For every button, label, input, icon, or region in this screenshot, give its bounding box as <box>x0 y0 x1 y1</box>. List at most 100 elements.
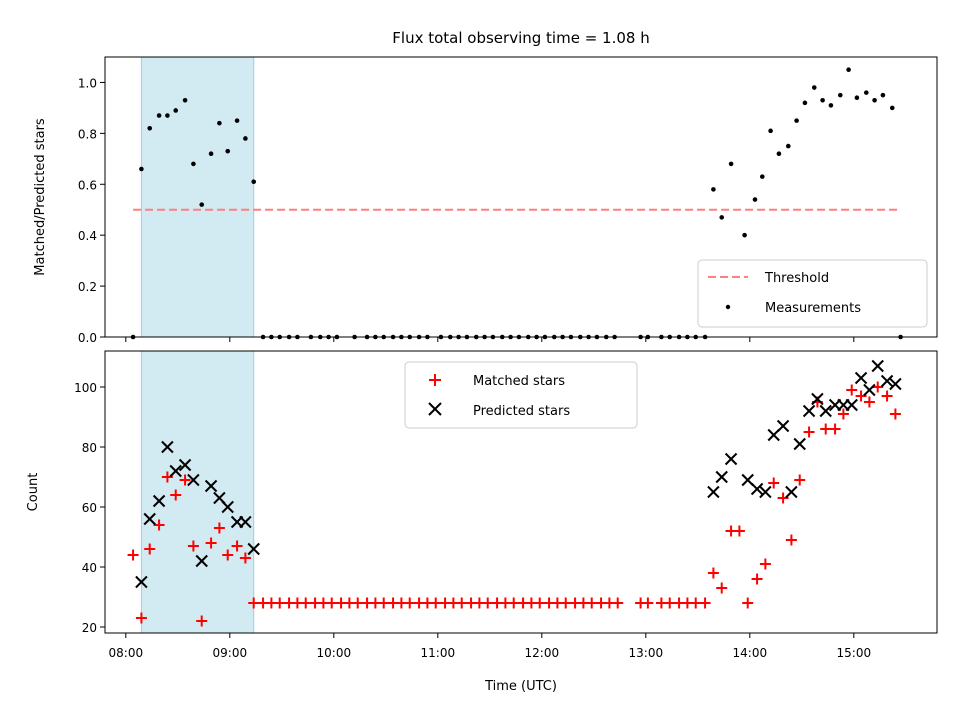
measurement-point <box>182 97 188 103</box>
matched-star-point <box>534 597 546 609</box>
matched-star-point <box>508 597 520 609</box>
matched-star-point <box>707 567 719 579</box>
xtick-label: 12:00 <box>525 646 560 660</box>
legend-measurements-swatch <box>725 304 731 310</box>
measurement-point <box>794 118 799 123</box>
measurement-point <box>889 105 895 111</box>
measurement-point <box>147 125 153 131</box>
matched-star-point <box>482 597 494 609</box>
predicted-star-point <box>776 419 790 433</box>
predicted-star-point <box>143 512 156 526</box>
measurement-point <box>820 97 825 103</box>
legend-matched-label: Matched stars <box>473 374 565 389</box>
xtick-label: 10:00 <box>317 646 352 660</box>
xtick-label: 13:00 <box>629 646 664 660</box>
matched-star-point <box>742 597 754 609</box>
predicted-star-point <box>793 437 806 451</box>
predicted-star-point <box>889 377 902 391</box>
xtick-label: 15:00 <box>837 646 872 660</box>
predicted-star-point <box>750 482 764 496</box>
legend-threshold-label: Threshold <box>764 271 829 286</box>
matched-star-point <box>205 537 217 549</box>
top-legend-box <box>697 259 928 328</box>
predicted-star-point <box>169 464 182 478</box>
measurement-point <box>199 202 205 207</box>
predicted-star-point <box>135 575 148 589</box>
xtick-label: 11:00 <box>421 646 456 660</box>
measurement-point <box>863 90 869 95</box>
matched-star-point <box>213 522 225 534</box>
matched-star-point <box>642 597 654 609</box>
top-ytick-label: 0.0 <box>78 331 97 345</box>
measurement-point <box>759 174 765 179</box>
bottom-ylabel: Count <box>26 473 41 512</box>
chart-title: Flux total observing time = 1.08 h <box>392 29 649 47</box>
predicted-star-point <box>767 428 780 442</box>
matched-star-point <box>846 384 858 396</box>
predicted-star-point <box>724 452 738 466</box>
predicted-star-point <box>880 374 894 388</box>
measurement-point <box>837 92 843 98</box>
matched-star-point <box>820 423 832 435</box>
top-axes-frame <box>104 56 938 338</box>
measurement-point <box>711 187 716 192</box>
matched-star-point <box>456 597 468 609</box>
measurement-point <box>243 136 248 141</box>
measurement-point <box>719 215 725 220</box>
predicted-star-point <box>187 473 200 487</box>
matched-star-point <box>239 552 251 564</box>
predicted-star-point <box>741 473 754 487</box>
matched-star-point <box>274 597 286 609</box>
top-ytick-label: 0.6 <box>78 178 97 192</box>
top-ytick-label: 1.0 <box>78 76 97 90</box>
bot-ytick-label: 60 <box>82 501 97 515</box>
bot-ytick-label: 20 <box>82 621 97 635</box>
measurement-point <box>234 118 240 123</box>
measurement-point <box>251 179 257 185</box>
bottom-axes-frame <box>104 350 938 634</box>
matched-star-point <box>716 582 728 594</box>
matched-star-point <box>300 597 312 609</box>
xtick-label: 14:00 <box>733 646 768 660</box>
matched-star-point <box>889 408 901 420</box>
matched-star-point <box>222 549 234 561</box>
matched-star-point <box>794 474 806 486</box>
matched-star-point <box>404 597 416 609</box>
legend-predicted-label: Predicted stars <box>473 404 570 419</box>
matched-star-point <box>759 558 771 570</box>
matched-star-point <box>352 597 364 609</box>
legend-matched-swatch <box>429 374 441 386</box>
top-ytick-label: 0.8 <box>78 127 97 141</box>
matched-star-point <box>803 426 815 438</box>
matched-star-point <box>733 525 745 537</box>
matched-star-point <box>127 549 139 561</box>
predicted-star-point <box>759 485 772 499</box>
matched-star-point <box>829 423 841 435</box>
matched-star-point <box>785 534 797 546</box>
top-ytick-label: 0.2 <box>78 280 97 294</box>
measurement-point <box>854 95 860 101</box>
top-panel: Flux total observing time = 1.08 h 0.0 0.… <box>33 29 938 345</box>
matched-star-point <box>430 597 442 609</box>
predicted-star-point <box>247 542 260 556</box>
matched-star-point <box>560 597 572 609</box>
bottom-legend-box <box>404 361 638 429</box>
matched-star-point <box>612 597 624 609</box>
predicted-star-point <box>161 440 174 454</box>
predicted-star-point <box>819 404 832 418</box>
matched-star-point <box>326 597 338 609</box>
matched-star-point <box>872 381 884 393</box>
legend-predicted-swatch <box>428 402 442 416</box>
predicted-star-point <box>715 470 728 484</box>
predicted-star-point <box>152 494 166 508</box>
matched-star-point <box>768 477 780 489</box>
bot-shaded-span <box>140 350 255 634</box>
matched-star-point <box>690 597 702 609</box>
top-legend: Threshold Measurements <box>697 259 928 328</box>
measurement-point <box>165 113 170 118</box>
measurement-point <box>776 151 782 157</box>
measurement-point <box>225 148 231 154</box>
matched-star-point <box>881 390 893 402</box>
predicted-star-point <box>204 479 218 493</box>
top-ytick-label: 0.4 <box>78 229 97 243</box>
